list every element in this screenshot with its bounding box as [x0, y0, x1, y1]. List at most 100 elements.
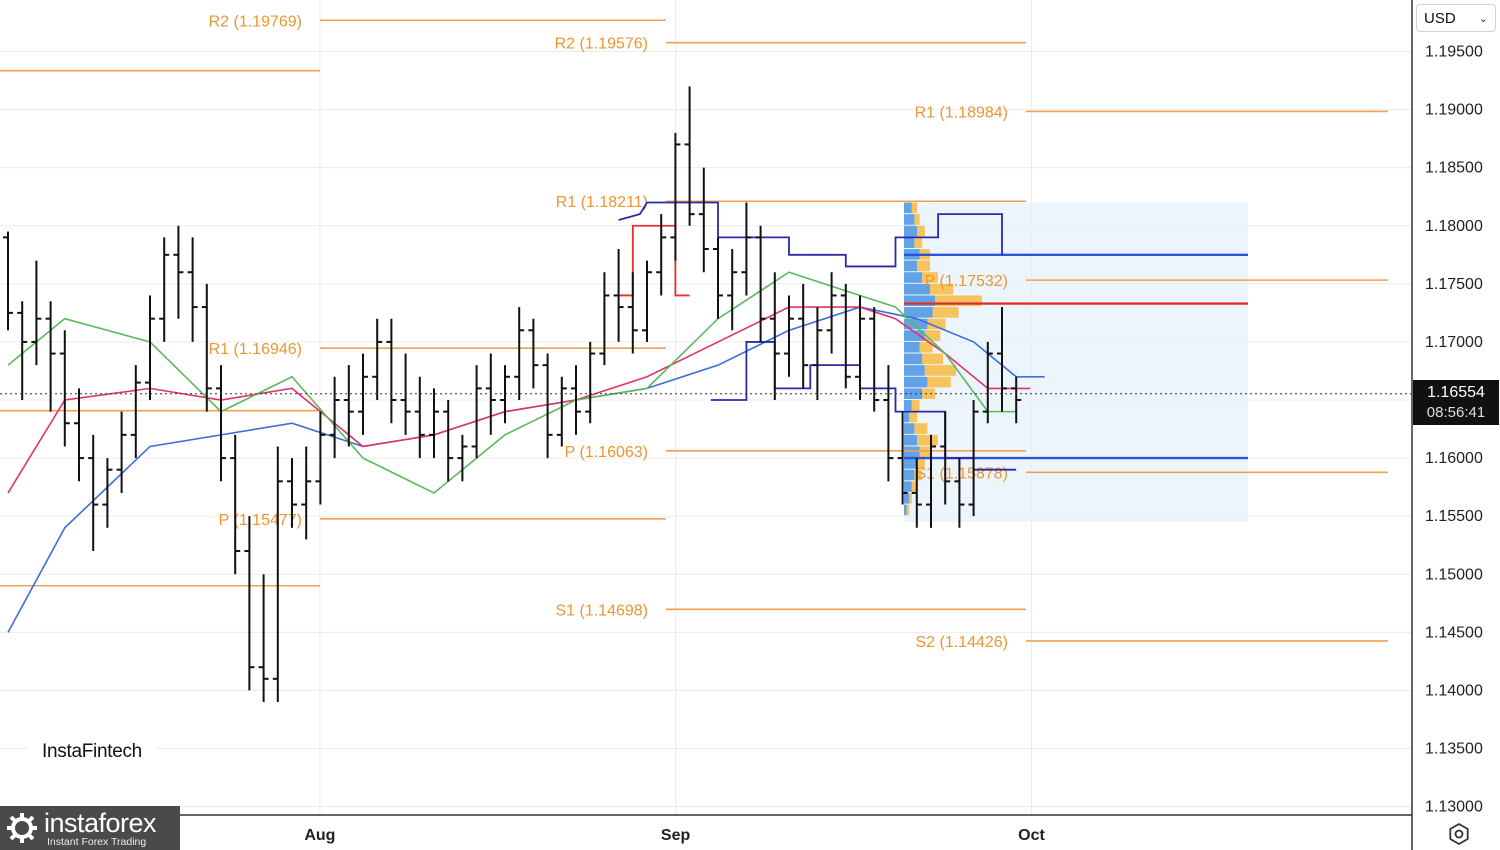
profile-sell-bar	[904, 202, 912, 214]
ohlc-bar	[940, 411, 951, 505]
profile-buy-bar	[917, 458, 925, 469]
bar-countdown: 08:56:41	[1426, 404, 1486, 421]
ohlc-bar	[798, 283, 809, 389]
ohlc-bar	[642, 260, 652, 342]
y-tick-label: 1.18500	[1425, 160, 1483, 177]
profile-sell-bar	[904, 225, 917, 237]
profile-buy-bar	[922, 272, 938, 283]
ohlc-bar	[216, 365, 226, 482]
ohlc-bar	[372, 318, 383, 401]
ohlc-bar	[954, 458, 965, 528]
profile-sell-bar	[904, 446, 920, 458]
ohlc-bar	[883, 365, 894, 482]
ohlc-bar	[31, 260, 42, 366]
ohlc-bar	[514, 307, 525, 401]
ohlc-bar	[727, 248, 738, 331]
profile-buy-bar	[917, 225, 925, 237]
settings-icon[interactable]	[1447, 822, 1471, 846]
ohlc-bar	[159, 237, 170, 342]
profile-sell-bar	[904, 283, 930, 295]
ohlc-bar	[59, 330, 70, 447]
profile-buy-bar	[911, 400, 920, 411]
ohlc-bar	[244, 516, 255, 691]
pivot-label: P (1.17532)	[925, 273, 1008, 290]
ohlc-bars	[3, 86, 1022, 703]
profile-buy-bar	[914, 469, 923, 481]
ohlc-bar	[542, 353, 553, 459]
profile-buy-bar	[924, 365, 956, 376]
ohlc-bar	[982, 341, 993, 424]
pivot-label: R2 (1.19576)	[555, 36, 648, 53]
ohlc-bar	[571, 365, 581, 435]
ohlc-bar	[443, 400, 454, 482]
y-tick-label: 1.15500	[1425, 508, 1483, 525]
profile-buy-bar	[917, 260, 930, 272]
y-tick-label: 1.14000	[1425, 682, 1483, 699]
pivot-label: R2 (1.19769)	[209, 13, 302, 30]
profile-sell-bar	[904, 411, 910, 423]
ohlc-bar	[755, 225, 766, 342]
profile-buy-bar	[909, 411, 917, 423]
profile-sell-bar	[904, 481, 912, 492]
ohlc-bar	[201, 283, 212, 412]
profile-sell-bar	[904, 318, 928, 330]
profile-sell-bar	[904, 295, 936, 307]
ohlc-bar	[968, 400, 979, 517]
profile-sell-bar	[904, 341, 920, 353]
profile-sell-bar	[904, 307, 933, 318]
profile-buy-bar	[909, 492, 912, 504]
profile-sell-bar	[904, 423, 915, 434]
profile-sell-bar	[904, 400, 912, 411]
ohlc-bar	[301, 446, 312, 540]
ohlc-bar	[130, 365, 141, 459]
currency-select[interactable]: USD ⌄	[1416, 4, 1496, 32]
ohlc-bar	[556, 376, 567, 447]
y-tick-label: 1.19500	[1425, 44, 1483, 61]
ohlc-bar	[656, 214, 667, 296]
profile-buy-bar	[911, 481, 917, 492]
ohlc-bar	[528, 318, 539, 389]
x-tick-label: Aug	[304, 827, 335, 844]
profile-sell-bar	[904, 237, 915, 248]
ma-fast-line	[7, 271, 1017, 494]
ohlc-bar	[45, 301, 56, 412]
ohlc-bar	[698, 167, 709, 273]
profile-sell-bar	[904, 365, 925, 376]
y-tick-label: 1.13000	[1425, 799, 1483, 816]
instaforex-tagline: Instant Forex Trading	[47, 836, 147, 848]
pivot-label: S1 (1.15878)	[915, 465, 1008, 482]
y-tick-label: 1.17000	[1425, 334, 1483, 351]
ohlc-bar	[17, 301, 28, 401]
ohlc-bar	[315, 411, 326, 505]
instaforex-logo-text: instaforex	[44, 808, 157, 838]
pivot-label: P (1.15477)	[219, 512, 302, 529]
y-tick-label: 1.16000	[1425, 450, 1483, 467]
ohlc-bar	[627, 272, 638, 354]
profile-buy-bar	[922, 388, 936, 400]
ohlc-bar	[145, 295, 155, 401]
pivot-label: S1 (1.14698)	[555, 602, 648, 619]
ohlc-bar	[287, 458, 297, 528]
pivot-label: P (1.16063)	[565, 444, 648, 461]
ohlc-bar	[230, 434, 241, 575]
profile-sell-bar	[904, 469, 915, 481]
chevron-down-icon: ⌄	[1478, 12, 1488, 25]
y-tick-label: 1.14500	[1425, 624, 1483, 641]
instaforex-logo: instaforex Instant Forex Trading	[0, 806, 180, 850]
x-tick-label: Sep	[661, 827, 691, 844]
profile-buy-bar	[914, 423, 928, 434]
profile-buy-bar	[932, 307, 959, 318]
profile-sell-bar	[904, 272, 923, 283]
profile-buy-bar	[922, 353, 943, 365]
profile-buy-bar	[917, 434, 938, 446]
profile-buy-bar	[927, 376, 951, 388]
ohlc-bar	[1011, 376, 1022, 424]
profile-buy-bar	[930, 283, 954, 295]
profile-buy-bar	[919, 341, 933, 353]
ohlc-bar	[784, 295, 794, 377]
profile-step-upper	[618, 201, 1003, 268]
ohlc-bar	[272, 446, 283, 703]
profile-sell-bar	[904, 330, 925, 341]
pivot-label: S2 (1.14426)	[915, 634, 1008, 651]
